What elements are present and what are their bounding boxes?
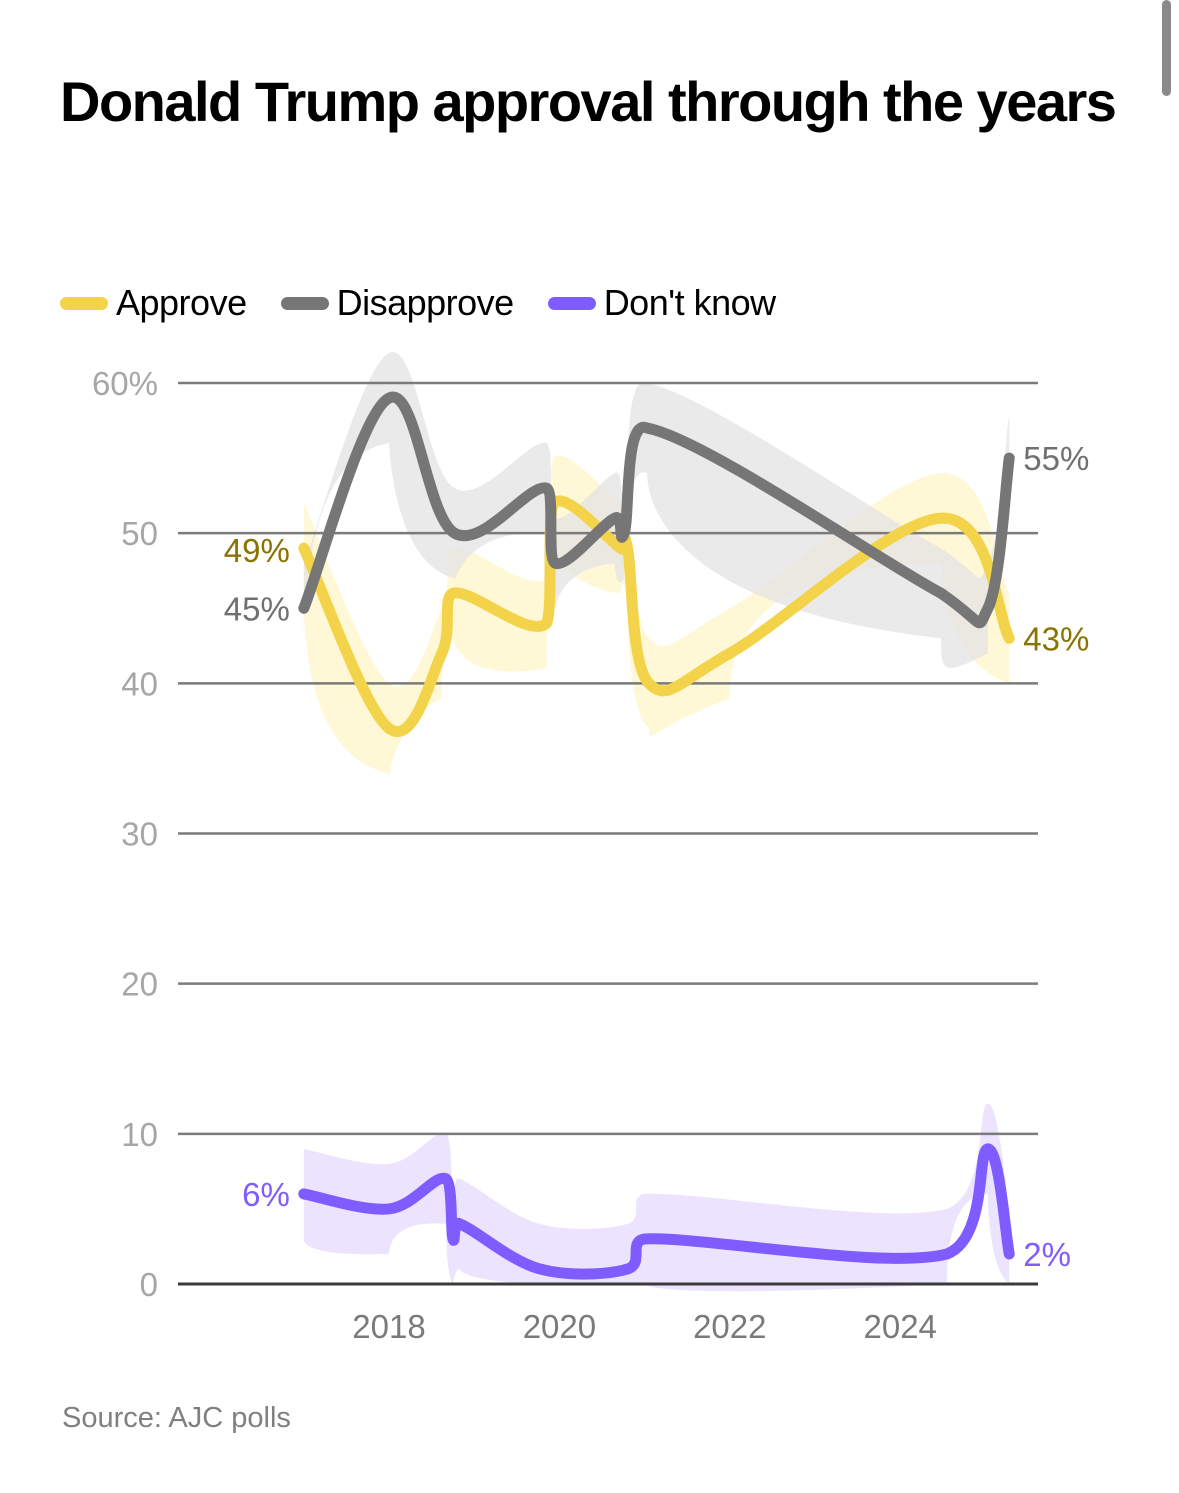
end-label-disapprove: 55% <box>1023 440 1089 477</box>
chart-plot: 0 10 20 30 40 50 60% 2018 2020 2022 2024 49% 43% 45… <box>92 352 1090 1345</box>
legend-label-approve: Approve <box>116 282 247 323</box>
start-label-disapprove: 45% <box>224 590 290 627</box>
legend-swatch-dont-know <box>547 296 596 310</box>
x-tick-label-2022: 2022 <box>693 1308 766 1345</box>
band-don-t-know <box>303 1103 1010 1292</box>
y-tick-label-60: 60% <box>92 365 158 402</box>
y-tick-label-20: 20 <box>121 966 158 1003</box>
source-note: Source: AJC polls <box>62 1402 291 1434</box>
y-axis-ticks: 0 10 20 30 40 50 60% <box>92 365 158 1303</box>
end-labels: 49% 43% 45% 55% 6% 2% <box>224 440 1090 1273</box>
chart-title: Donald Trump approval through the years <box>60 70 1117 133</box>
chart-legend: Approve Disapprove Don't know <box>60 282 810 324</box>
band-disapprove <box>303 352 1010 668</box>
x-tick-label-2024: 2024 <box>863 1308 936 1345</box>
x-tick-label-2020: 2020 <box>523 1308 596 1345</box>
y-tick-label-50: 50 <box>121 515 158 552</box>
legend-item-disapprove: Disapprove <box>280 282 515 324</box>
y-tick-label-10: 10 <box>121 1116 158 1153</box>
legend-swatch-disapprove <box>280 296 329 310</box>
page-scrollbar[interactable] <box>1162 0 1171 96</box>
end-label-don-t-know: 2% <box>1023 1236 1071 1273</box>
legend-label-disapprove: Disapprove <box>336 282 515 323</box>
x-axis-ticks: 2018 2020 2022 2024 <box>352 1308 937 1345</box>
legend-swatch-approve <box>60 296 108 310</box>
start-label-approve: 49% <box>224 532 290 569</box>
legend-item-dont-know: Don't know <box>547 282 776 324</box>
legend-item-approve: Approve <box>60 282 247 324</box>
confidence-bands <box>303 352 1010 1292</box>
x-tick-label-2018: 2018 <box>352 1308 425 1345</box>
y-tick-label-30: 30 <box>121 816 158 853</box>
start-label-don-t-know: 6% <box>242 1176 290 1213</box>
legend-label-dont-know: Don't know <box>603 282 776 323</box>
y-tick-label-0: 0 <box>140 1266 158 1303</box>
series-lines <box>298 391 1015 1280</box>
y-tick-label-40: 40 <box>121 665 158 702</box>
end-label-approve: 43% <box>1023 620 1089 657</box>
line-don-t-know <box>298 1143 1015 1280</box>
